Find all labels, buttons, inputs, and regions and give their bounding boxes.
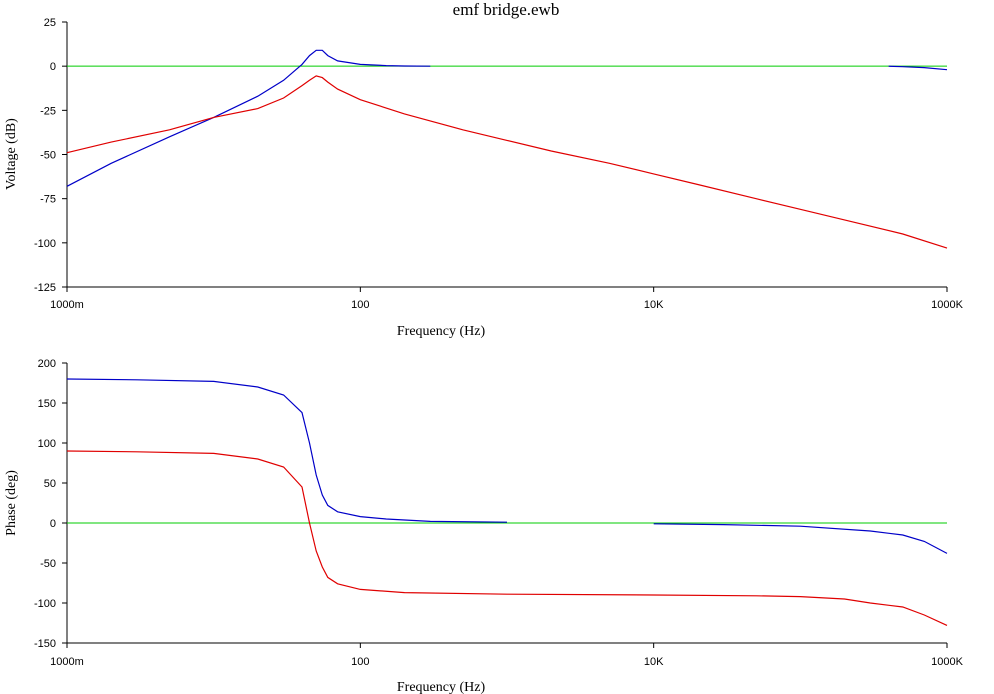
series-red-line [66,450,948,626]
y-tick-label: 0 [50,518,56,530]
x-axis-title: Frequency (Hz) [397,324,486,339]
series-blue-line [888,65,948,71]
y-tick-label: -150 [34,638,56,650]
x-tick-label: 1000m [50,299,84,311]
x-axis-title: Frequency (Hz) [397,680,486,694]
phase-plot: 200 150 100 50 0 -50 -100 -150 1000m 100 10K 1000K F… [4,358,964,694]
chart-title: emf bridge.ewb [453,0,560,19]
y-tick-label: -50 [40,150,56,162]
x-tick-label: 10K [644,656,664,668]
x-tick-label: 1000K [931,656,963,668]
y-tick-label: -75 [40,194,56,206]
series-blue-line [66,378,508,523]
y-tick-label: 0 [50,61,56,73]
y-tick-label: -100 [34,598,56,610]
y-axis-title: Phase (deg) [4,470,19,536]
x-tick-label: 1000m [50,656,84,668]
y-tick-label: 200 [38,358,56,370]
y-tick-label: 150 [38,398,56,410]
y-axis-title: Voltage (dB) [4,118,19,190]
y-tick-label: 50 [44,478,56,490]
y-tick-label: 100 [38,438,56,450]
x-tick-label: 100 [351,299,369,311]
voltage-plot: 25 0 -25 -50 -75 -100 -125 1000m 100 10K 1000K Freq… [4,17,964,339]
y-tick-label: -25 [40,105,56,117]
y-tick-label: -50 [40,558,56,570]
series-blue-line [653,523,948,554]
x-tick-label: 1000K [931,299,963,311]
series-blue-line [66,49,431,187]
series-red-line [66,75,948,249]
y-tick-label: 25 [44,17,56,29]
y-tick-label: -125 [34,282,56,294]
x-tick-label: 100 [351,656,369,668]
x-tick-label: 10K [644,299,664,311]
y-tick-label: -100 [34,238,56,250]
